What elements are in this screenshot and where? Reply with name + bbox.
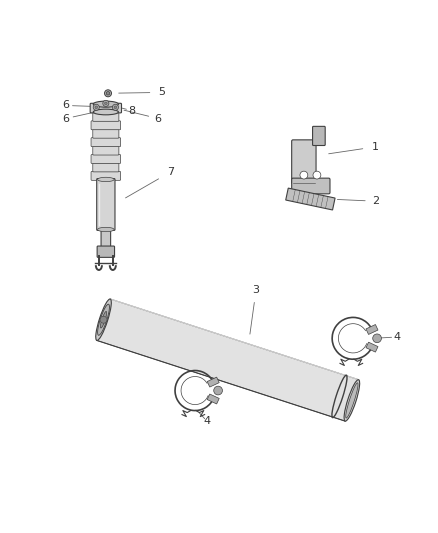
Text: 6: 6 xyxy=(155,114,162,124)
Ellipse shape xyxy=(346,383,358,418)
Ellipse shape xyxy=(98,228,114,232)
Circle shape xyxy=(100,316,107,323)
Circle shape xyxy=(313,171,321,179)
Circle shape xyxy=(373,334,381,343)
Circle shape xyxy=(113,104,118,110)
Circle shape xyxy=(300,171,308,179)
Circle shape xyxy=(93,104,99,110)
Ellipse shape xyxy=(93,101,118,107)
FancyBboxPatch shape xyxy=(101,229,111,247)
FancyBboxPatch shape xyxy=(93,146,119,155)
Ellipse shape xyxy=(344,379,360,421)
FancyBboxPatch shape xyxy=(91,155,120,164)
Ellipse shape xyxy=(98,177,114,182)
Text: 3: 3 xyxy=(252,286,259,295)
FancyBboxPatch shape xyxy=(292,178,330,194)
FancyBboxPatch shape xyxy=(93,112,119,122)
Text: 5: 5 xyxy=(158,87,165,98)
Ellipse shape xyxy=(100,311,106,328)
Polygon shape xyxy=(366,342,378,352)
Text: 6: 6 xyxy=(62,100,69,110)
FancyBboxPatch shape xyxy=(97,246,115,257)
Text: 8: 8 xyxy=(128,106,135,116)
Ellipse shape xyxy=(98,304,110,335)
FancyBboxPatch shape xyxy=(93,130,119,138)
FancyBboxPatch shape xyxy=(90,103,121,113)
FancyBboxPatch shape xyxy=(313,126,325,146)
Circle shape xyxy=(105,102,107,104)
Circle shape xyxy=(114,106,117,109)
Circle shape xyxy=(95,106,98,109)
Polygon shape xyxy=(207,394,219,404)
FancyBboxPatch shape xyxy=(97,179,115,230)
FancyBboxPatch shape xyxy=(91,138,120,147)
Ellipse shape xyxy=(93,109,118,115)
Text: 4: 4 xyxy=(203,416,210,426)
Polygon shape xyxy=(207,377,219,387)
FancyBboxPatch shape xyxy=(91,172,120,180)
FancyBboxPatch shape xyxy=(93,163,119,172)
Polygon shape xyxy=(286,188,335,210)
Ellipse shape xyxy=(96,299,111,341)
Text: 1: 1 xyxy=(372,142,379,152)
Circle shape xyxy=(214,386,223,395)
FancyBboxPatch shape xyxy=(292,140,316,184)
Polygon shape xyxy=(366,325,378,334)
FancyBboxPatch shape xyxy=(91,121,120,130)
Circle shape xyxy=(103,100,109,107)
Text: 6: 6 xyxy=(62,114,69,124)
Text: 7: 7 xyxy=(168,167,175,176)
Polygon shape xyxy=(97,299,359,421)
Text: 2: 2 xyxy=(372,196,379,206)
Circle shape xyxy=(105,90,112,97)
Text: 4: 4 xyxy=(393,332,400,342)
Circle shape xyxy=(106,92,110,95)
